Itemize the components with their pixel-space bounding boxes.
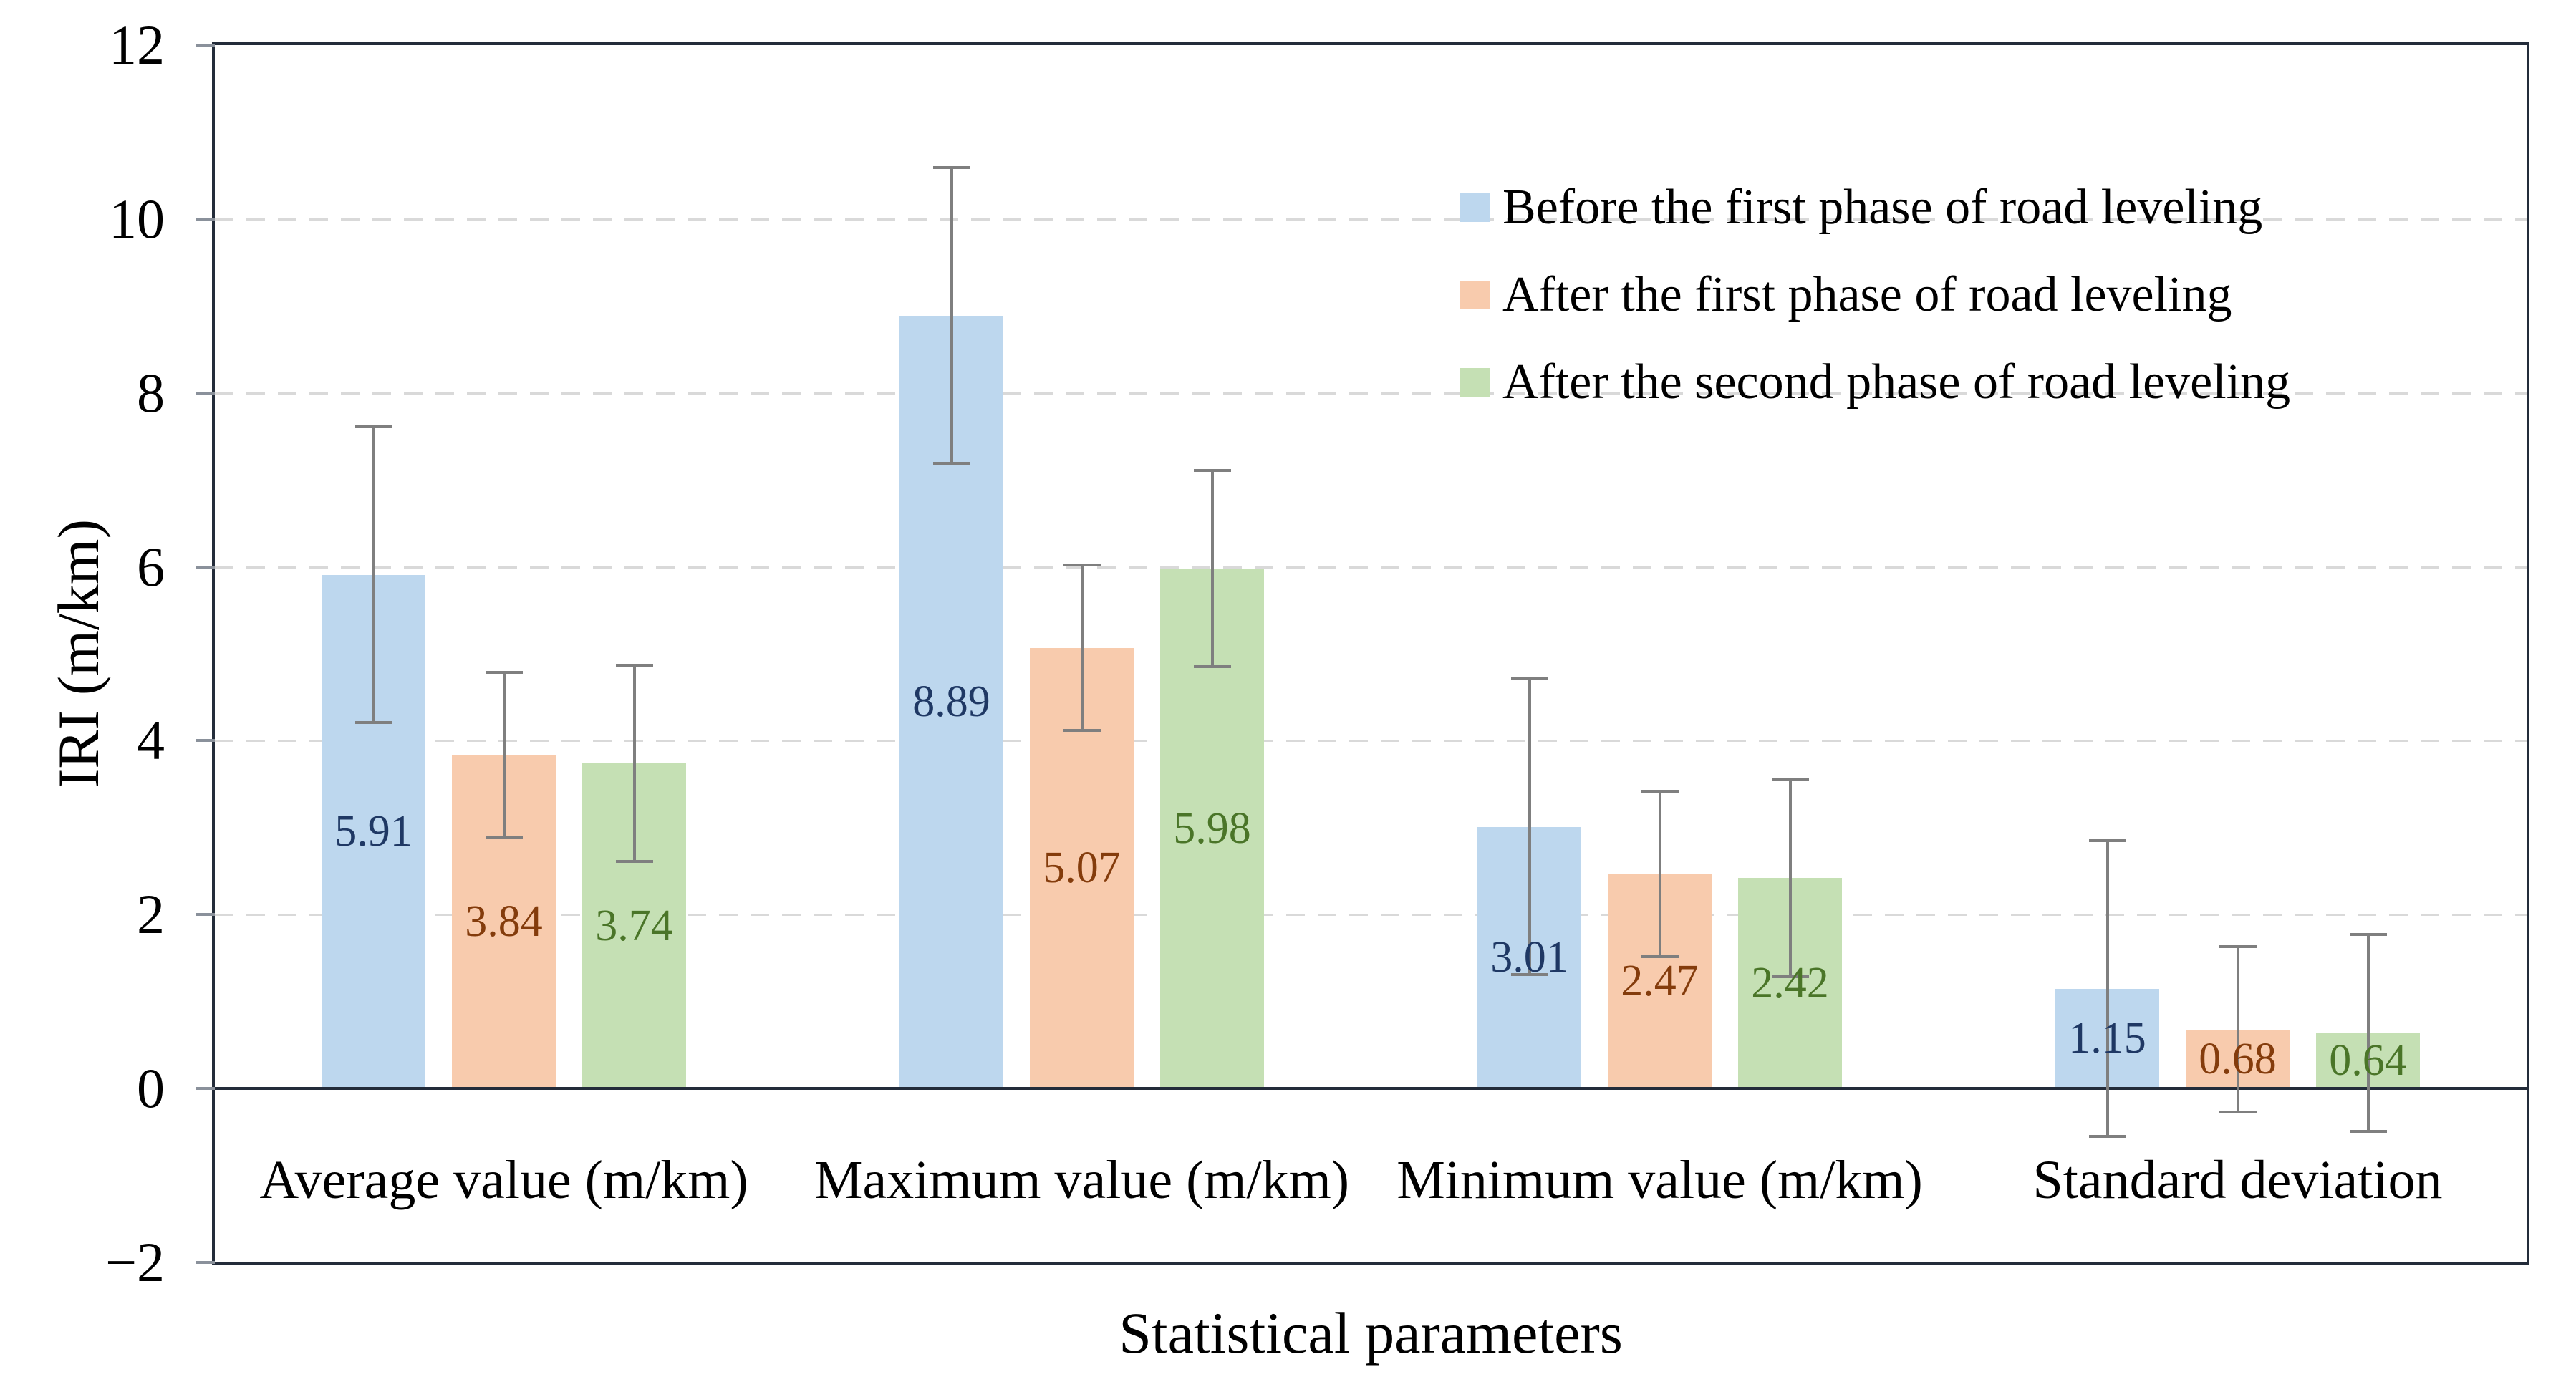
y-tick-mark-8 [196, 391, 215, 395]
y-tick-label-8: 8 [137, 361, 165, 424]
y-tick-label-12: 12 [109, 14, 165, 76]
x-axis-title: Statistical parameters [1119, 1300, 1623, 1366]
error-bar-line [1210, 470, 1214, 667]
error-bar-cap-bottom [2219, 1110, 2257, 1113]
error-bar-cap-top [2349, 933, 2387, 937]
gridline-y8 [215, 392, 2527, 395]
error-bar-cap-top [485, 670, 523, 674]
error-bar-line [632, 665, 636, 862]
y-tick-label-2: 2 [137, 883, 165, 946]
error-bar-line [1788, 780, 1792, 977]
y-tick-mark-2 [196, 913, 215, 917]
bar-value-label: 2.47 [1621, 957, 1699, 1006]
y-tick-mark-10 [196, 217, 215, 221]
error-bar-cap-top [1510, 677, 1548, 681]
error-bar-line [1658, 791, 1661, 957]
error-bar-cap-bottom [1063, 728, 1101, 732]
error-bar-line [502, 672, 506, 838]
error-bar-cap-bottom [1771, 975, 1809, 978]
error-bar-line [1528, 679, 1531, 975]
gridline-y6 [215, 566, 2527, 569]
error-bar-cap-top [1193, 468, 1231, 472]
y-tick-label-0: 0 [137, 1057, 165, 1120]
x-category-label: Standard deviation [2032, 1150, 2443, 1210]
error-bar-cap-bottom [1193, 665, 1231, 669]
gridline-y2 [215, 914, 2527, 917]
error-bar-cap-top [1063, 564, 1101, 567]
gridline-y4 [215, 740, 2527, 743]
error-bar-line [1080, 565, 1084, 730]
x-category-label: Maximum value (m/km) [814, 1150, 1350, 1210]
x-category-label: Average value (m/km) [259, 1150, 748, 1210]
bar-value-label: 3.01 [1490, 933, 1568, 982]
error-bar-cap-top [2219, 945, 2257, 949]
error-bar-cap-top [1771, 778, 1809, 782]
y-tick-label--2: −2 [105, 1231, 165, 1293]
bar-value-label: 5.98 [1173, 804, 1251, 854]
error-bar-line [2105, 841, 2109, 1136]
bar-value-label: 0.64 [2329, 1036, 2407, 1086]
bar-value-label: 2.42 [1751, 959, 1829, 1008]
error-bar-cap-bottom [1510, 973, 1548, 977]
error-bar-cap-top [932, 166, 970, 170]
y-tick-label-4: 4 [137, 709, 165, 772]
error-bar-cap-bottom [615, 860, 653, 864]
plot-area-frame [212, 42, 2529, 1265]
y-tick-label-10: 10 [109, 187, 165, 250]
bar-value-label: 5.07 [1043, 844, 1121, 893]
legend-swatch-series3 [1460, 368, 1490, 397]
bar-value-label: 1.15 [2068, 1014, 2146, 1063]
error-bar-cap-top [615, 663, 653, 667]
error-bar-line [2236, 947, 2239, 1112]
legend-swatch-series2 [1460, 281, 1490, 309]
bar-value-label: 5.91 [334, 807, 413, 856]
legend-label-series3: After the second phase of road leveling [1502, 354, 2291, 410]
bar-value-label: 8.89 [912, 677, 990, 727]
error-bar-cap-bottom [354, 720, 392, 724]
y-tick-mark-6 [196, 565, 215, 569]
legend-label-series1: Before the first phase of road leveling [1502, 180, 2263, 235]
x-category-label: Minimum value (m/km) [1396, 1150, 1923, 1210]
error-bar-cap-bottom [485, 836, 523, 839]
legend-label-series2: After the first phase of road leveling [1502, 267, 2232, 322]
x-axis-zero-line [215, 1087, 2527, 1091]
error-bar-cap-bottom [2349, 1129, 2387, 1133]
legend-swatch-series1 [1460, 193, 1490, 222]
error-bar-cap-top [2088, 839, 2126, 843]
y-axis-title: IRI (m/km) [46, 519, 111, 788]
bar-value-label: 3.74 [595, 902, 673, 951]
y-tick-mark--2 [196, 1261, 215, 1264]
error-bar-cap-top [1641, 789, 1679, 793]
bar-value-label: 3.84 [465, 897, 543, 946]
y-tick-mark-0 [196, 1087, 215, 1091]
error-bar-cap-bottom [2088, 1134, 2126, 1138]
bar-value-label: 0.68 [2199, 1034, 2277, 1083]
error-bar-line [950, 168, 953, 464]
error-bar-line [372, 427, 375, 723]
error-bar-cap-bottom [932, 462, 970, 465]
y-tick-mark-12 [196, 44, 215, 47]
error-bar-cap-top [354, 425, 392, 429]
error-bar-line [2366, 934, 2370, 1131]
y-tick-label-6: 6 [137, 535, 165, 598]
error-bar-cap-bottom [1641, 955, 1679, 958]
gridline-y10 [215, 218, 2527, 221]
y-tick-mark-4 [196, 739, 215, 743]
